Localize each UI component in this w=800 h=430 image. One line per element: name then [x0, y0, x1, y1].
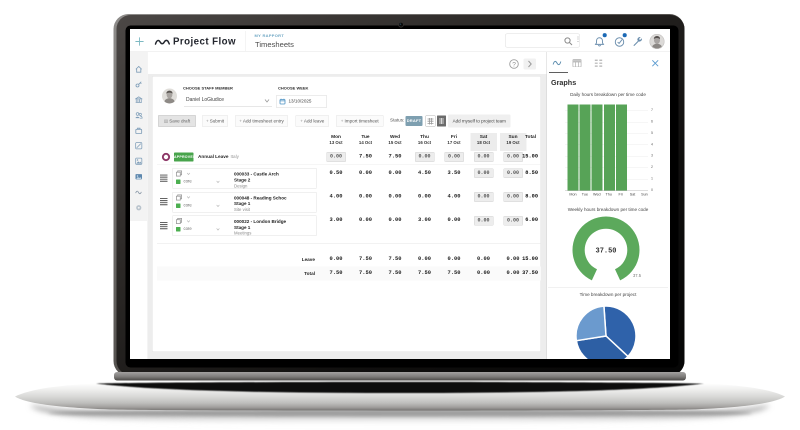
svg-text:?: ? [512, 61, 516, 68]
